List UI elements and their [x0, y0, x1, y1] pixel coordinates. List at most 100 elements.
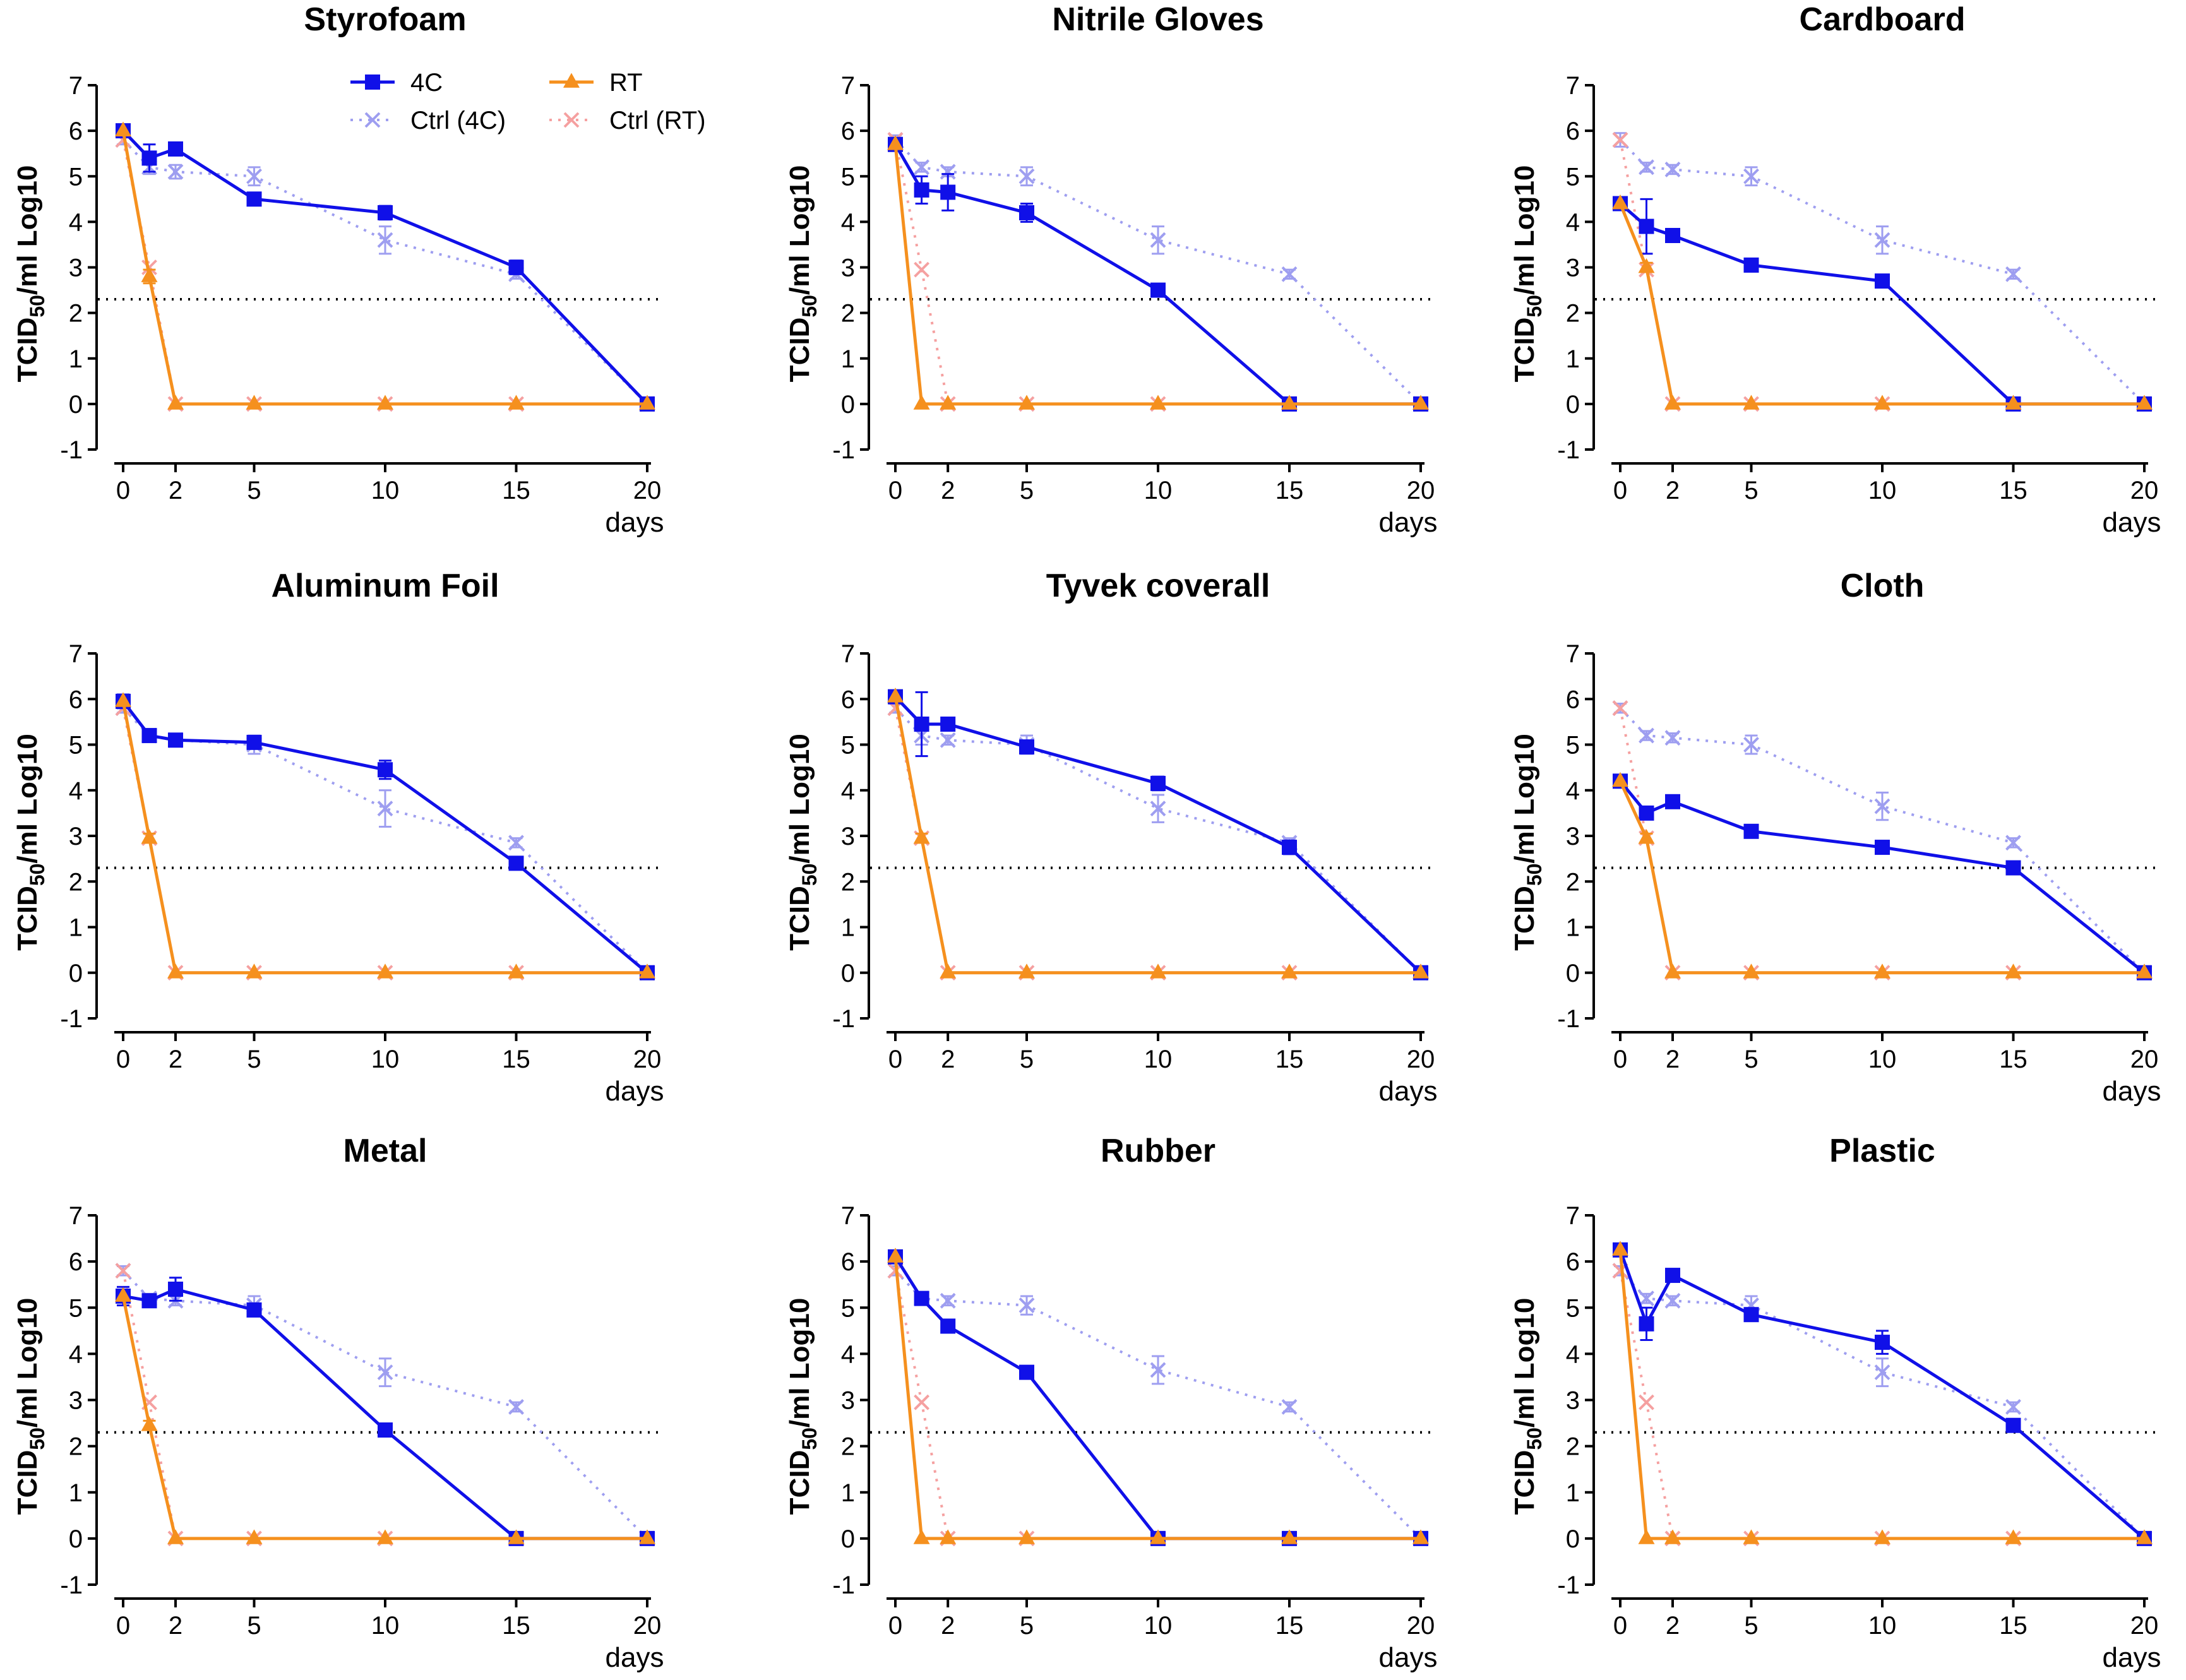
- data-point-ctrl-4c: [1150, 232, 1166, 248]
- chart-cardboard-y-tick-label: 5: [1566, 163, 1580, 191]
- chart-metal-line-ctrl-rt: [122, 1270, 647, 1540]
- data-point-rt: [1743, 1529, 1760, 1544]
- chart-nitrile-gloves-x-tick-label: 10: [1144, 477, 1173, 504]
- chart-styrofoam-line-ctrl-rt: [122, 140, 647, 405]
- chart-cardboard-title: Cardboard: [1800, 1, 1966, 38]
- chart-styrofoam-x-tick-label: 15: [502, 477, 530, 504]
- data-point-4c: [168, 1282, 183, 1297]
- chart-cardboard-series-ctrl-rt: [1612, 132, 2153, 412]
- chart-cardboard-x-tick-label: 10: [1868, 477, 1897, 504]
- y-label-subscript: 50: [798, 1427, 821, 1450]
- x-marker-stroke: [1281, 1399, 1298, 1415]
- data-point-rt: [1664, 395, 1681, 410]
- x-marker-stroke: [1874, 1364, 1890, 1381]
- chart-tyvek-coverall-line-ctrl-rt: [894, 708, 1421, 974]
- x-marker-stroke: [2005, 835, 2021, 851]
- data-point-rt: [2005, 395, 2022, 410]
- chart-tyvek-coverall-line-4c: [894, 695, 1422, 974]
- chart-nitrile-gloves-series-ctrl-4c: [887, 132, 1429, 412]
- chart-cloth-x-label: days: [2103, 1076, 2161, 1107]
- data-point-4c: [246, 191, 262, 207]
- chart-tyvek-coverall-x-label: days: [1379, 1076, 1438, 1107]
- chart-plastic-line-ctrl-4c: [1619, 1270, 2146, 1540]
- data-point-4c: [1665, 228, 1680, 244]
- data-point-rt: [1018, 395, 1035, 410]
- chart-aluminum-foil-y-tick-label: 2: [69, 868, 83, 896]
- data-point-rt: [1638, 258, 1655, 273]
- legend-item-ctrl-4c: Ctrl (4C): [350, 107, 506, 134]
- x-marker-stroke: [1018, 1297, 1035, 1314]
- data-point-rt: [508, 963, 525, 979]
- chart-rubber-line-4c: [893, 1256, 1421, 1540]
- chart-nitrile-gloves-y-tick-label: 0: [841, 391, 855, 419]
- chart-rubber-x-tick-label: 10: [1144, 1612, 1173, 1640]
- chart-tyvek-coverall-x-tick-label: 10: [1144, 1046, 1173, 1073]
- x-marker-stroke: [377, 801, 393, 817]
- chart-styrofoam-x-tick-label: 0: [116, 477, 130, 504]
- y-label-part: TCID: [784, 318, 815, 383]
- chart-tyvek-coverall-y-tick-label: 6: [841, 686, 855, 713]
- data-point-rt: [167, 963, 184, 979]
- chart-tyvek-coverall-line-ctrl-4c: [894, 707, 1422, 974]
- x-marker-stroke: [1664, 1292, 1681, 1309]
- legend-label: 4C: [410, 69, 443, 97]
- chart-cardboard-y-tick-label: -1: [1557, 436, 1580, 464]
- chart-plastic-series-ctrl-rt: [1612, 1263, 2153, 1547]
- chart-styrofoam-line-4c: [122, 129, 648, 405]
- data-point-ctrl-rt: [115, 1263, 131, 1279]
- data-point-4c: [168, 732, 183, 748]
- chart-rubber-y-label: TCID50/ml Log10: [784, 1298, 821, 1515]
- chart-cloth-x-tick-label: 2: [1666, 1046, 1680, 1073]
- chart-metal-y-tick-label: 7: [69, 1202, 83, 1230]
- data-point-rt: [167, 395, 184, 410]
- chart-cloth-y-tick-label: 7: [1566, 640, 1580, 668]
- chart-plastic-x-tick-label: 0: [1613, 1612, 1627, 1640]
- data-point-ctrl-4c: [2005, 835, 2021, 851]
- x-marker-stroke: [377, 232, 393, 248]
- chart-aluminum-foil-y-tick-label: 7: [69, 640, 83, 668]
- chart-tyvek-coverall-y-tick-label: -1: [832, 1005, 855, 1033]
- chart-cardboard-series-rt: [1612, 194, 2153, 410]
- chart-metal-series-rt: [115, 1287, 655, 1544]
- chart-nitrile-gloves-line-4c: [893, 143, 1421, 406]
- y-label-part: /ml Log10: [784, 1298, 815, 1427]
- chart-rubber-y-tick-label: 2: [841, 1433, 855, 1461]
- data-point-rt: [1638, 1529, 1655, 1544]
- data-point-ctrl-4c: [1018, 1297, 1035, 1314]
- chart-styrofoam-y-tick-label: 7: [69, 72, 83, 100]
- data-point-ctrl-4c: [1150, 801, 1166, 817]
- chart-styrofoam-y-tick-label: 1: [69, 345, 83, 373]
- data-point-ctrl-4c: [1281, 266, 1298, 282]
- x-marker-stroke: [1018, 168, 1035, 184]
- chart-metal-series-4c: [116, 1277, 655, 1546]
- data-point-4c: [141, 150, 157, 166]
- y-label-subscript: 50: [26, 864, 49, 886]
- data-point-ctrl-4c: [1743, 737, 1759, 753]
- x-marker-stroke: [1612, 132, 1628, 148]
- chart-aluminum-foil-y-tick-label: 1: [69, 914, 83, 942]
- chart-metal-x-tick-label: 5: [247, 1612, 261, 1640]
- data-point-rt: [940, 395, 957, 410]
- x-marker-stroke: [1874, 798, 1890, 814]
- data-point-ctrl-rt: [1612, 132, 1628, 148]
- x-marker-stroke: [167, 164, 184, 180]
- y-label-subscript: 50: [1523, 864, 1546, 886]
- chart-metal-line-ctrl-4c: [122, 1270, 648, 1540]
- data-point-ctrl-4c: [1150, 1362, 1166, 1378]
- chart-nitrile-gloves-x-label: days: [1379, 507, 1438, 538]
- chart-plastic-y-tick-label: 5: [1566, 1294, 1580, 1322]
- data-point-ctrl-4c: [1874, 798, 1890, 814]
- data-point-4c: [1150, 775, 1166, 791]
- chart-cardboard-x-tick-label: 0: [1613, 477, 1627, 504]
- data-point-4c: [141, 728, 157, 744]
- chart-cloth-x-tick-label: 15: [1999, 1046, 2028, 1073]
- chart-aluminum-foil-x-tick-label: 10: [371, 1046, 400, 1073]
- data-point-4c: [378, 762, 393, 778]
- chart-aluminum-foil-series-rt: [115, 692, 655, 979]
- chart-nitrile-gloves-series-4c: [888, 136, 1428, 412]
- data-point-rt: [115, 692, 131, 707]
- chart-styrofoam-y-tick-label: 0: [69, 391, 83, 419]
- chart-metal: Metal -1 0 1 2 3 4 5 6 7 TCID50/ml Log10 0 2 5 10 15 20d…: [12, 1133, 664, 1673]
- data-point-rt: [887, 135, 904, 150]
- data-point-4c: [1875, 840, 1890, 855]
